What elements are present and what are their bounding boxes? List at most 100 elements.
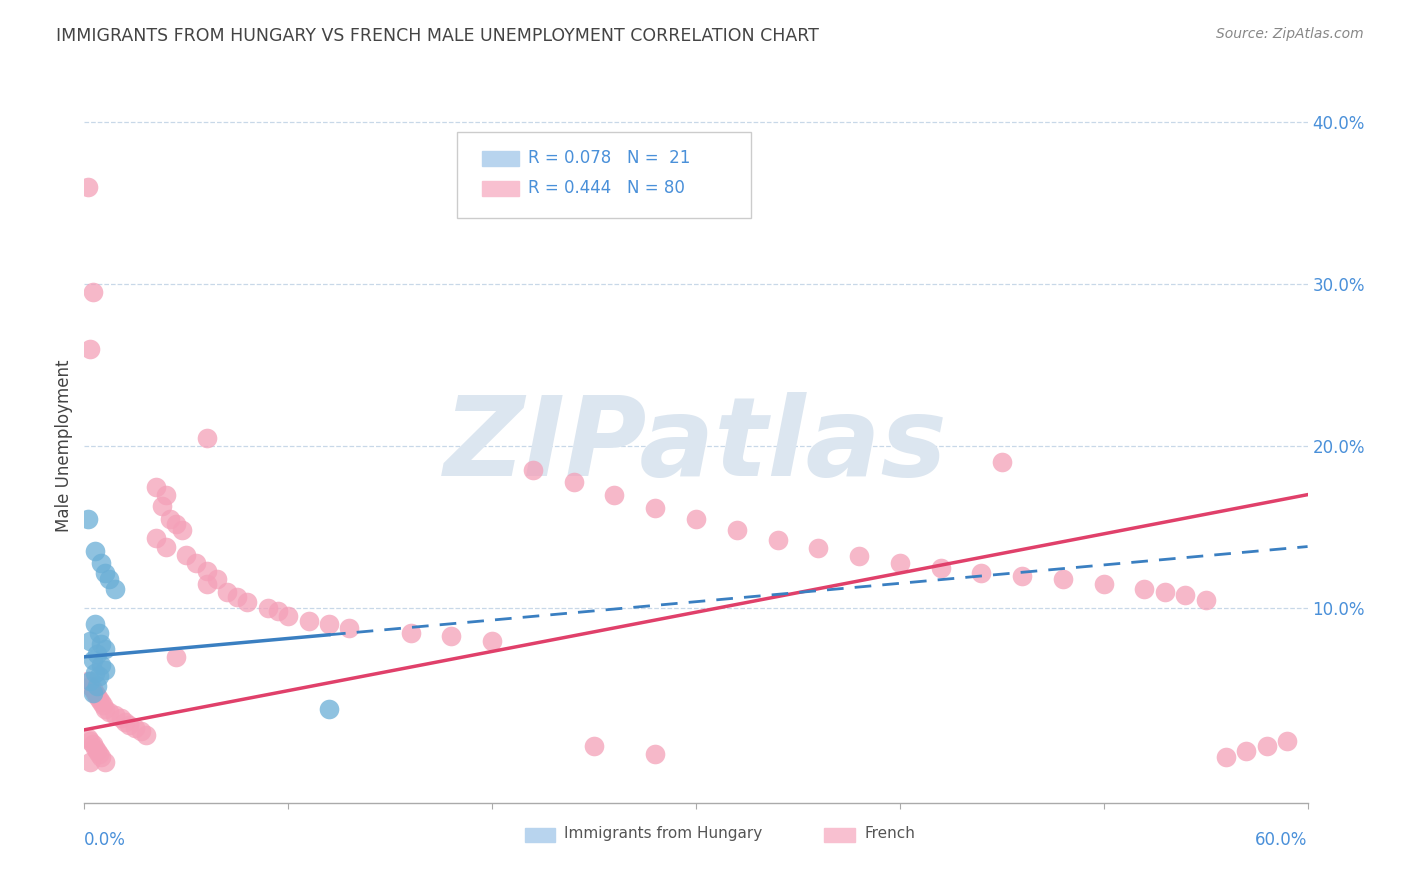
Point: [86, 647, 108, 661]
Point: [104, 708, 127, 723]
Point: [195, 564, 218, 578]
Point: [174, 548, 197, 562]
Point: [93, 702, 115, 716]
Point: [766, 533, 789, 547]
Point: [217, 585, 239, 599]
Point: [79, 633, 101, 648]
Point: [267, 604, 290, 618]
Point: [1154, 585, 1177, 599]
Point: [90, 695, 112, 709]
Point: [86, 679, 108, 693]
Point: [150, 499, 173, 513]
Point: [82, 738, 104, 752]
Point: [82, 285, 104, 299]
Point: [991, 455, 1014, 469]
Point: [87, 669, 110, 683]
Point: [1011, 568, 1033, 582]
Point: [399, 625, 422, 640]
Point: [562, 475, 585, 489]
Point: [135, 728, 157, 742]
Point: [77, 179, 100, 194]
Point: [522, 463, 544, 477]
Point: [970, 566, 993, 580]
Point: [318, 702, 340, 716]
Point: [644, 500, 666, 515]
Point: [1195, 593, 1218, 607]
Point: [929, 560, 952, 574]
Point: [440, 629, 463, 643]
Point: [1236, 744, 1258, 758]
Bar: [524, 828, 555, 842]
Point: [83, 685, 105, 699]
Point: [848, 549, 870, 564]
Point: [110, 711, 132, 725]
Point: [79, 756, 101, 770]
Point: [298, 614, 321, 628]
Text: IMMIGRANTS FROM HUNGARY VS FRENCH MALE UNEMPLOYMENT CORRELATION CHART: IMMIGRANTS FROM HUNGARY VS FRENCH MALE U…: [56, 27, 820, 45]
Point: [77, 674, 100, 689]
Text: Immigrants from Hungary: Immigrants from Hungary: [564, 826, 762, 841]
Point: [165, 516, 187, 531]
Point: [77, 731, 100, 745]
Text: French: French: [865, 826, 915, 841]
Point: [205, 572, 228, 586]
Point: [583, 739, 606, 753]
Point: [90, 637, 112, 651]
Text: ZIPatlas: ZIPatlas: [444, 392, 948, 500]
Point: [481, 633, 503, 648]
Point: [1277, 734, 1299, 748]
Text: R = 0.078   N =  21: R = 0.078 N = 21: [529, 149, 690, 167]
Point: [79, 342, 101, 356]
Point: [114, 714, 136, 729]
Point: [155, 488, 177, 502]
Bar: [482, 180, 519, 196]
Point: [1052, 572, 1074, 586]
Point: [77, 512, 100, 526]
Point: [172, 524, 194, 538]
Point: [79, 734, 101, 748]
Point: [87, 747, 110, 761]
Point: [186, 556, 208, 570]
Point: [86, 744, 108, 758]
Point: [195, 577, 218, 591]
Point: [257, 601, 280, 615]
Point: [644, 747, 666, 761]
Point: [889, 556, 911, 570]
Point: [93, 566, 115, 580]
Point: [90, 750, 112, 764]
Point: [725, 524, 748, 538]
Bar: [482, 151, 519, 166]
Point: [83, 740, 105, 755]
Point: [1174, 588, 1197, 602]
Point: [79, 674, 101, 689]
Point: [86, 689, 108, 703]
Point: [124, 721, 146, 735]
Point: [82, 685, 104, 699]
Text: 0.0%: 0.0%: [84, 831, 127, 849]
Bar: [824, 828, 855, 842]
Point: [79, 679, 101, 693]
Point: [90, 556, 112, 570]
Point: [159, 512, 181, 526]
Text: R = 0.444   N = 80: R = 0.444 N = 80: [529, 178, 685, 196]
Point: [118, 718, 141, 732]
Point: [195, 431, 218, 445]
Point: [93, 756, 115, 770]
Point: [318, 617, 340, 632]
Point: [145, 532, 167, 546]
Point: [1092, 577, 1115, 591]
Point: [90, 657, 112, 672]
Text: Source: ZipAtlas.com: Source: ZipAtlas.com: [1216, 27, 1364, 41]
Point: [277, 609, 299, 624]
FancyBboxPatch shape: [457, 132, 751, 218]
Point: [93, 663, 115, 677]
Point: [1133, 582, 1156, 596]
Point: [155, 540, 177, 554]
Point: [226, 590, 249, 604]
Point: [83, 544, 105, 558]
Point: [104, 582, 127, 596]
Y-axis label: Male Unemployment: Male Unemployment: [55, 359, 73, 533]
Point: [1256, 739, 1278, 753]
Point: [685, 512, 707, 526]
Point: [165, 649, 187, 664]
